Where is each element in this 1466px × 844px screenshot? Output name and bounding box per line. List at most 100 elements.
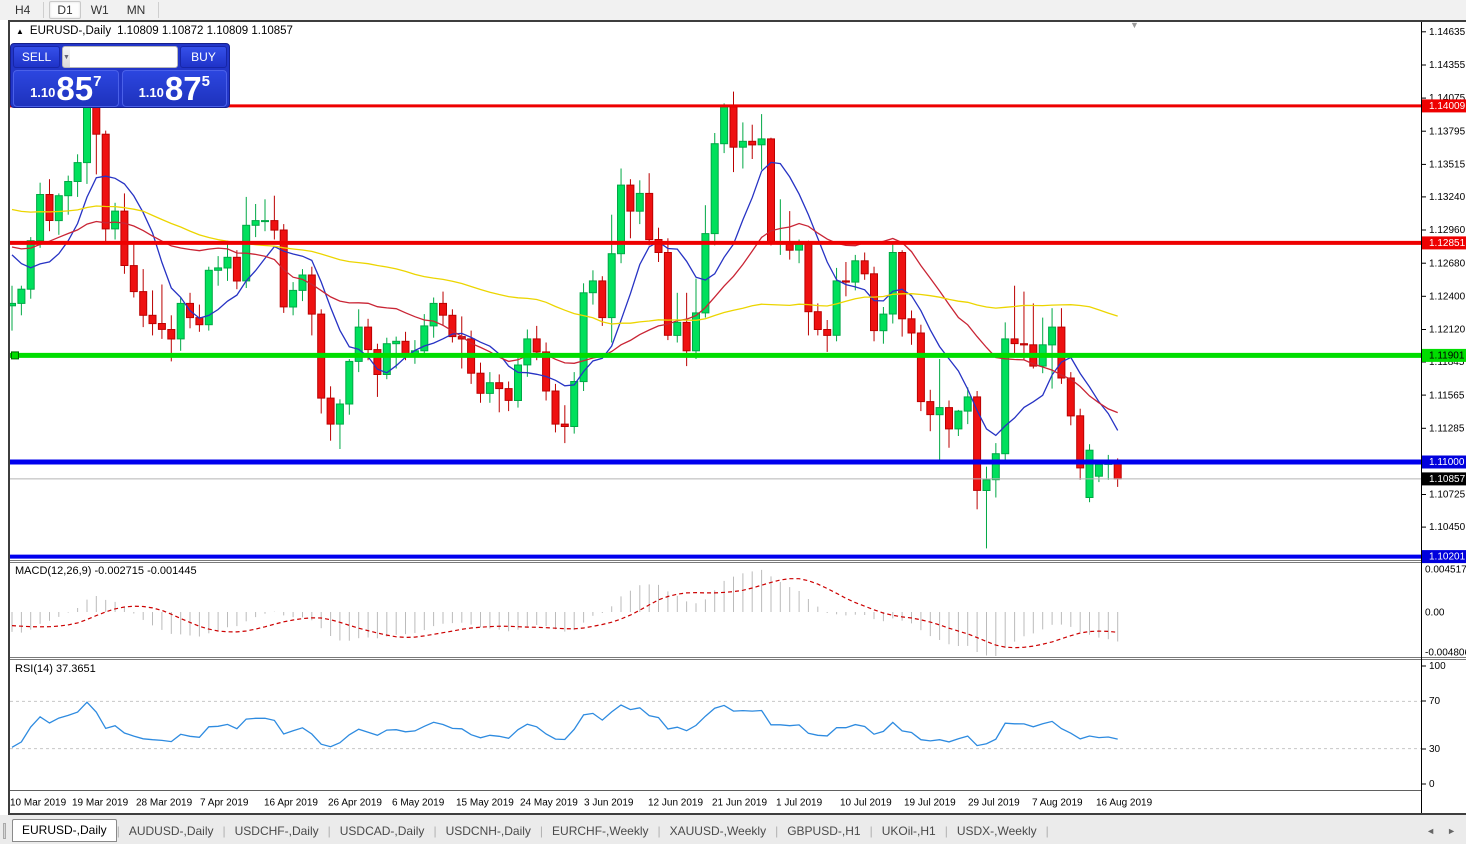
tab-separator: | — [433, 824, 437, 838]
buy-price-button[interactable]: 1.10 87 5 — [121, 69, 227, 107]
rsi-line — [11, 701, 1118, 748]
svg-text:0.004517: 0.004517 — [1425, 565, 1466, 576]
svg-text:30: 30 — [1429, 744, 1441, 755]
svg-text:1.11000: 1.11000 — [1429, 457, 1465, 468]
symbol-tab[interactable]: GBPUSD-,H1 — [787, 824, 861, 838]
tab-scroll-left-icon[interactable]: ◄ — [1426, 826, 1436, 836]
svg-text:1.12851: 1.12851 — [1429, 238, 1466, 249]
horizontal-level-lines[interactable] — [10, 104, 1421, 559]
tab-separator: | — [222, 824, 226, 838]
timeframe-mn-button[interactable]: MN — [126, 3, 146, 17]
chart-canvas[interactable]: 1.14635 1.14355 1.14075 1.13795 1.13515 1.132… — [10, 22, 1466, 813]
tab-separator: | — [116, 824, 120, 838]
svg-text:1.12960: 1.12960 — [1429, 225, 1466, 236]
collapse-triangle-icon[interactable]: ▲ — [16, 26, 24, 36]
tab-scroll-right-icon[interactable]: ► — [1447, 826, 1456, 836]
tab-separator: | — [657, 824, 661, 838]
one-click-trading-widget: SELL ▼ ▲ BUY 1.10 85 7 1.10 87 5 — [10, 43, 230, 108]
svg-text:1.12120: 1.12120 — [1429, 325, 1466, 336]
svg-text:1.13795: 1.13795 — [1429, 126, 1466, 137]
svg-text:1.10201: 1.10201 — [1429, 552, 1466, 563]
svg-text:26 Apr 2019: 26 Apr 2019 — [328, 798, 382, 809]
svg-text:1.10450: 1.10450 — [1429, 522, 1466, 533]
timeframe-toolbar: H4 D1 W1 MN — [0, 0, 1466, 20]
symbol-tab-strip: EURUSD-,Daily | AUDUSD-,Daily | USDCHF-,Dail… — [0, 815, 1466, 844]
svg-text:7 Apr 2019: 7 Apr 2019 — [200, 798, 249, 809]
buy-button[interactable]: BUY — [180, 46, 227, 68]
buy-price-prefix: 1.10 — [138, 85, 164, 100]
tab-separator: | — [944, 824, 948, 838]
svg-text:29 Jul 2019: 29 Jul 2019 — [968, 798, 1020, 809]
symbol-tab[interactable]: USDCHF-,Daily — [234, 824, 319, 838]
price-axis[interactable]: 1.14635 1.14355 1.14075 1.13795 1.13515 1.132… — [1421, 27, 1466, 790]
svg-text:-0.004806: -0.004806 — [1425, 648, 1466, 659]
chart-symbol-label: EURUSD-,Daily — [29, 25, 112, 37]
sell-price-prefix: 1.10 — [30, 85, 56, 100]
buy-price-main: 87 — [164, 69, 202, 107]
symbol-tab[interactable]: EURUSD-,Daily — [12, 819, 117, 842]
svg-text:1.12680: 1.12680 — [1429, 258, 1466, 269]
symbol-tab[interactable]: USDCNH-,Daily — [445, 824, 531, 838]
tab-scroll-arrows: ◄ ► — [1426, 826, 1456, 836]
svg-text:1.13240: 1.13240 — [1429, 192, 1466, 203]
sell-button[interactable]: SELL — [13, 46, 60, 68]
svg-text:70: 70 — [1429, 696, 1441, 707]
timeframe-w1-button[interactable]: W1 — [90, 3, 109, 17]
symbol-tab[interactable]: EURCHF-,Weekly — [552, 824, 649, 838]
svg-text:100: 100 — [1429, 661, 1446, 672]
svg-text:15 May 2019: 15 May 2019 — [456, 798, 514, 809]
rsi-label: RSI(14) 37.3651 — [15, 663, 96, 675]
svg-text:0.00: 0.00 — [1425, 608, 1445, 619]
svg-text:1.14009: 1.14009 — [1429, 101, 1466, 112]
svg-text:1.11565: 1.11565 — [1429, 390, 1465, 401]
svg-text:1.11845: 1.11845 — [1429, 357, 1465, 368]
tab-separator: | — [539, 824, 544, 838]
svg-text:6 May 2019: 6 May 2019 — [392, 798, 445, 809]
symbol-tab[interactable]: UKOil-,H1 — [881, 824, 936, 838]
tab-strip-splitter[interactable] — [3, 823, 6, 839]
symbol-tabs: EURUSD-,Daily | AUDUSD-,Daily | USDCHF-,Dail… — [12, 819, 1049, 842]
symbol-tab[interactable]: USDX-,Weekly — [956, 824, 1037, 838]
macd-label: MACD(12,26,9) -0.002715 -0.001445 — [15, 565, 197, 577]
svg-text:19 Jul 2019: 19 Jul 2019 — [904, 798, 956, 809]
svg-text:1.11901: 1.11901 — [1429, 351, 1465, 362]
macd-signal-line — [11, 578, 1118, 649]
chart-ohlc-values: 1.10809 1.10872 1.10809 1.10857 — [117, 25, 293, 37]
svg-text:28 Mar 2019: 28 Mar 2019 — [136, 798, 193, 809]
svg-text:16 Apr 2019: 16 Apr 2019 — [264, 798, 318, 809]
timeframe-d1-button[interactable]: D1 — [49, 1, 81, 19]
svg-text:1 Jul 2019: 1 Jul 2019 — [776, 798, 823, 809]
sell-price-pip: 7 — [93, 73, 102, 90]
svg-text:1.11285: 1.11285 — [1429, 423, 1465, 434]
svg-text:1.14355: 1.14355 — [1429, 60, 1466, 71]
svg-text:19 Mar 2019: 19 Mar 2019 — [72, 798, 129, 809]
volume-input[interactable] — [69, 47, 177, 67]
svg-text:12 Jun 2019: 12 Jun 2019 — [648, 798, 703, 809]
svg-text:10 Mar 2019: 10 Mar 2019 — [10, 798, 67, 809]
date-axis[interactable]: 10 Mar 2019 19 Mar 2019 28 Mar 2019 7 Apr 2… — [10, 798, 1153, 809]
buy-price-pip: 5 — [201, 73, 210, 90]
svg-text:1.14635: 1.14635 — [1429, 27, 1466, 38]
svg-text:21 Jun 2019: 21 Jun 2019 — [712, 798, 767, 809]
tab-separator: | — [869, 824, 873, 838]
tab-separator: | — [1045, 824, 1049, 838]
moving-average-lines — [11, 161, 1119, 437]
tab-separator: | — [327, 824, 331, 838]
macd-values: -0.002715 -0.001445 — [94, 565, 197, 577]
symbol-tab[interactable]: XAUUSD-,Weekly — [669, 824, 767, 838]
sell-price-main: 85 — [56, 69, 94, 107]
svg-text:16 Aug 2019: 16 Aug 2019 — [1096, 798, 1153, 809]
svg-text:24 May 2019: 24 May 2019 — [520, 798, 578, 809]
svg-text:1.13515: 1.13515 — [1429, 160, 1466, 171]
symbol-tab[interactable]: AUDUSD-,Daily — [128, 824, 214, 838]
toolbar-separator — [43, 2, 45, 18]
volume-decrease-button[interactable]: ▼ — [63, 47, 70, 67]
chart-shift-marker-icon[interactable]: ▼ — [1130, 20, 1139, 30]
sell-price-button[interactable]: 1.10 85 7 — [13, 70, 119, 107]
svg-text:10 Jul 2019: 10 Jul 2019 — [840, 798, 892, 809]
symbol-tab[interactable]: USDCAD-,Daily — [339, 824, 425, 838]
rsi-value: 37.3651 — [55, 663, 96, 675]
timeframe-h4-button[interactable]: H4 — [15, 3, 31, 17]
svg-text:1.12400: 1.12400 — [1429, 291, 1466, 302]
